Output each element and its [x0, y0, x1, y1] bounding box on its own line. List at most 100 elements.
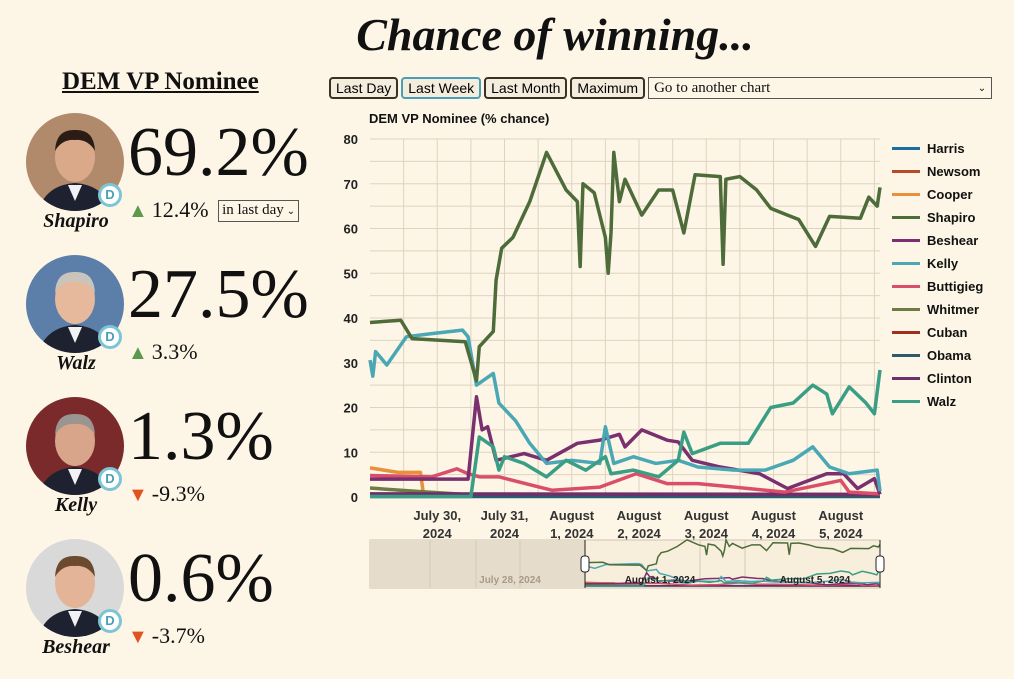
- navigator-label: August 5, 2024: [780, 575, 851, 586]
- change-value: -9.3%: [152, 481, 205, 506]
- legend-label: Cuban: [927, 325, 967, 340]
- legend-label: Walz: [927, 394, 956, 409]
- market-title: DEM VP Nominee: [62, 68, 259, 96]
- navigator-unselected-mask: [370, 540, 585, 588]
- x-tick-label: 2024: [490, 526, 520, 541]
- arrow-up-icon: ▲: [128, 342, 148, 364]
- legend-label: Buttigieg: [927, 279, 983, 294]
- legend-item-kelly[interactable]: Kelly: [892, 252, 983, 275]
- change-row: ▲12.4% in last day⌄: [128, 197, 299, 223]
- navigator-series-whitmer: [585, 585, 880, 586]
- candidate-beshear: D Beshear 0.6% ▼-3.7%: [26, 539, 326, 679]
- page-title: Chance of winning...: [0, 8, 1014, 61]
- legend-swatch: [892, 308, 920, 311]
- x-tick-label: August: [818, 508, 863, 523]
- democrat-badge-icon: D: [98, 467, 122, 491]
- change-row: ▼-9.3%: [128, 481, 205, 507]
- chevron-down-icon: ⌄: [287, 206, 295, 217]
- range-buttons: Last Day Last Week Last Month Maximum Go…: [329, 77, 992, 99]
- legend-label: Whitmer: [927, 302, 979, 317]
- y-tick-label: 50: [344, 266, 358, 281]
- legend-swatch: [892, 354, 920, 357]
- legend-swatch: [892, 262, 920, 265]
- y-tick-label: 20: [344, 401, 358, 416]
- arrow-down-icon: ▼: [128, 484, 148, 506]
- legend: Harris Newsom Cooper Shapiro Beshear Kelly But…: [892, 137, 983, 413]
- y-tick-label: 70: [344, 177, 358, 192]
- y-tick-label: 0: [351, 490, 358, 505]
- change-value: 12.4%: [152, 197, 209, 222]
- legend-item-walz[interactable]: Walz: [892, 390, 983, 413]
- candidate-shapiro: D Shapiro 69.2% ▲12.4% in last day⌄: [26, 113, 326, 253]
- chart-title: DEM VP Nominee (% chance): [369, 111, 549, 126]
- legend-label: Kelly: [927, 256, 958, 271]
- legend-swatch: [892, 285, 920, 288]
- legend-swatch: [892, 400, 920, 403]
- series-line-whitmer: [370, 488, 880, 496]
- win-percentage: 69.2%: [128, 115, 309, 191]
- navigator-label: July 28, 2024: [479, 575, 541, 586]
- candidate-name: Kelly: [26, 494, 126, 517]
- x-tick-label: July 31,: [481, 508, 529, 523]
- navigator-label: August 1, 2024: [625, 575, 696, 586]
- change-row: ▲3.3%: [128, 339, 198, 365]
- change-value: 3.3%: [152, 339, 198, 364]
- y-tick-label: 60: [344, 222, 358, 237]
- legend-item-clinton[interactable]: Clinton: [892, 367, 983, 390]
- y-tick-label: 10: [344, 445, 358, 460]
- legend-item-beshear[interactable]: Beshear: [892, 229, 983, 252]
- legend-label: Cooper: [927, 187, 973, 202]
- legend-swatch: [892, 239, 920, 242]
- period-select[interactable]: in last day⌄: [218, 200, 299, 222]
- legend-item-obama[interactable]: Obama: [892, 344, 983, 367]
- arrow-down-icon: ▼: [128, 626, 148, 648]
- series-line-kelly: [370, 330, 880, 491]
- candidate-name: Beshear: [26, 636, 126, 659]
- series-line-walz: [370, 370, 880, 497]
- series-line-shapiro: [370, 152, 880, 380]
- legend-item-whitmer[interactable]: Whitmer: [892, 298, 983, 321]
- series-line-buttigieg: [370, 469, 880, 494]
- legend-item-shapiro[interactable]: Shapiro: [892, 206, 983, 229]
- democrat-badge-icon: D: [98, 183, 122, 207]
- legend-swatch: [892, 216, 920, 219]
- period-value: in last day: [222, 202, 284, 218]
- navigator-right-handle[interactable]: [876, 556, 884, 572]
- goto-chart-select[interactable]: Go to another chart ⌄: [648, 77, 992, 99]
- legend-label: Newsom: [927, 164, 980, 179]
- legend-item-cuban[interactable]: Cuban: [892, 321, 983, 344]
- y-tick-label: 80: [344, 132, 358, 147]
- chevron-down-icon: ⌄: [978, 83, 986, 94]
- legend-swatch: [892, 147, 920, 150]
- legend-label: Beshear: [927, 233, 978, 248]
- navigator-series-buttigieg: [585, 582, 880, 585]
- x-tick-label: August: [751, 508, 796, 523]
- maximum-button[interactable]: Maximum: [570, 77, 645, 99]
- navigator-series-walz: [585, 569, 880, 586]
- series-line-cooper: [370, 468, 880, 496]
- legend-item-newsom[interactable]: Newsom: [892, 160, 983, 183]
- last-day-button[interactable]: Last Day: [329, 77, 398, 99]
- legend-item-buttigieg[interactable]: Buttigieg: [892, 275, 983, 298]
- candidate-name: Shapiro: [26, 210, 126, 233]
- series-line-newsom: [370, 494, 880, 495]
- win-percentage: 0.6%: [128, 541, 274, 617]
- legend-item-harris[interactable]: Harris: [892, 137, 983, 160]
- legend-label: Obama: [927, 348, 971, 363]
- legend-swatch: [892, 331, 920, 334]
- x-tick-label: 2024: [423, 526, 453, 541]
- legend-item-cooper[interactable]: Cooper: [892, 183, 983, 206]
- last-week-button[interactable]: Last Week: [401, 77, 481, 99]
- legend-label: Shapiro: [927, 210, 975, 225]
- last-month-button[interactable]: Last Month: [484, 77, 567, 99]
- navigator-series-shapiro: [585, 540, 880, 571]
- x-tick-label: 4, 2024: [752, 526, 796, 541]
- change-value: -3.7%: [152, 623, 205, 648]
- navigator-series-kelly: [585, 564, 880, 586]
- change-row: ▼-3.7%: [128, 623, 205, 649]
- navigator-series-beshear: [585, 573, 880, 586]
- x-tick-label: July 30,: [413, 508, 461, 523]
- legend-label: Harris: [927, 141, 965, 156]
- candidate-kelly: D Kelly 1.3% ▼-9.3%: [26, 397, 326, 537]
- navigator-left-handle[interactable]: [581, 556, 589, 572]
